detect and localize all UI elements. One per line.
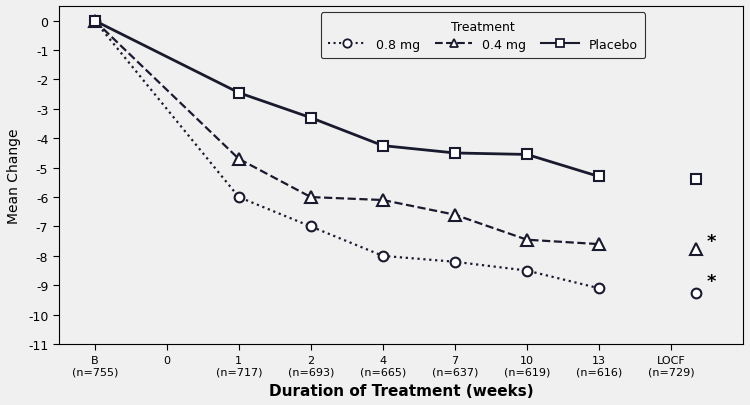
- 0.4 mg: [378, 198, 387, 203]
- 0.8 mg: [90, 19, 99, 24]
- 0.8 mg: [306, 224, 315, 229]
- 0.8 mg: [523, 269, 532, 273]
- X-axis label: Duration of Treatment (weeks): Duration of Treatment (weeks): [268, 383, 533, 398]
- Placebo: [234, 91, 243, 96]
- Placebo: [306, 116, 315, 121]
- 0.8 mg: [234, 195, 243, 200]
- Placebo: [451, 151, 460, 156]
- Placebo: [90, 19, 99, 24]
- Line: Placebo: Placebo: [90, 17, 604, 182]
- Placebo: [523, 153, 532, 158]
- Line: 0.8 mg: 0.8 mg: [90, 17, 604, 293]
- Line: 0.4 mg: 0.4 mg: [89, 16, 604, 250]
- 0.4 mg: [451, 213, 460, 217]
- Y-axis label: Mean Change: Mean Change: [7, 128, 21, 223]
- 0.8 mg: [451, 260, 460, 264]
- 0.4 mg: [306, 195, 315, 200]
- 0.8 mg: [595, 286, 604, 291]
- 0.4 mg: [595, 242, 604, 247]
- 0.4 mg: [90, 19, 99, 24]
- Text: *: *: [707, 232, 716, 250]
- 0.8 mg: [378, 254, 387, 259]
- Placebo: [595, 175, 604, 179]
- Placebo: [378, 144, 387, 149]
- Text: *: *: [707, 272, 716, 290]
- 0.4 mg: [234, 157, 243, 162]
- Legend: 0.8 mg, 0.4 mg, Placebo: 0.8 mg, 0.4 mg, Placebo: [321, 13, 645, 59]
- 0.4 mg: [523, 238, 532, 243]
